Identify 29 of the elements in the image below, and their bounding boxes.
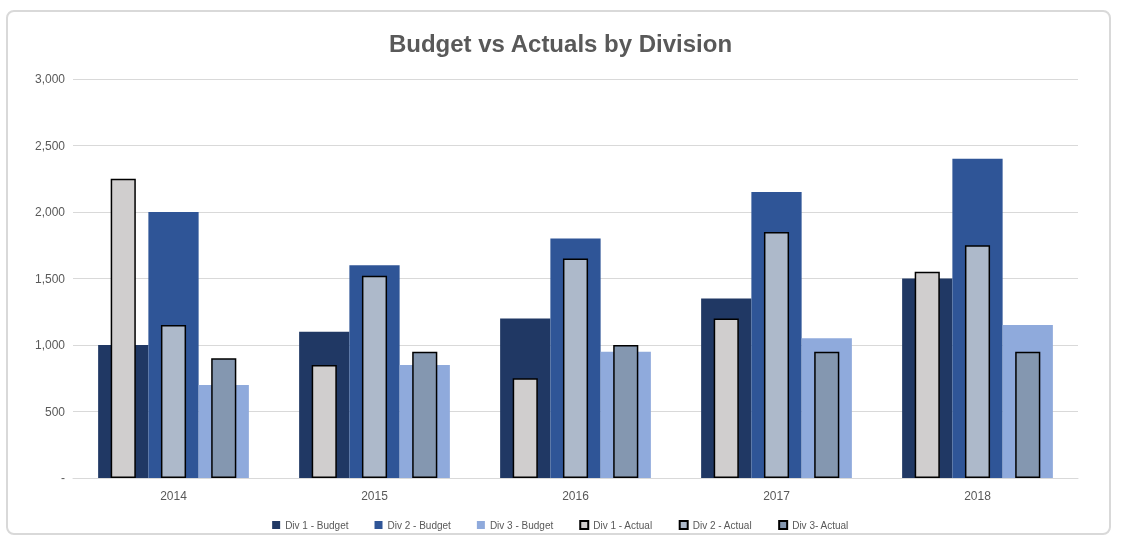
legend-label: Div 3- Actual [792,519,849,531]
bar [211,358,237,478]
x-tick-label: 2014 [160,489,188,503]
chart-title: Budget vs Actuals by Division [388,29,733,57]
bar [814,351,840,478]
legend-label: Div 2 - Budget [387,519,452,531]
x-tick-label: 2017 [763,489,791,503]
bar [160,325,187,478]
bar [1015,351,1041,478]
y-tick-label: - [61,471,65,485]
bar [613,345,639,478]
y-tick-label: 2,000 [34,205,66,219]
bar [763,231,790,478]
bar [562,258,589,478]
x-tick-label: 2015 [361,489,389,503]
bar [412,351,438,478]
bar [964,245,991,478]
legend-label: Div 2 - Actual [692,519,752,531]
y-tick-label: 1,000 [34,338,66,352]
x-tick-label: 2016 [562,489,590,503]
legend-label: Div 1 - Actual [593,519,653,531]
bar [361,275,388,478]
y-tick-label: 500 [44,404,66,419]
legend-label: Div 1 - Budget [285,519,349,531]
y-tick-label: 2,500 [34,138,66,153]
legend-label: Div 3 - Budget [489,519,554,531]
y-tick-label: 3,000 [34,72,66,86]
x-tick-label: 2018 [964,489,992,503]
y-tick-label: 1,500 [34,271,66,286]
